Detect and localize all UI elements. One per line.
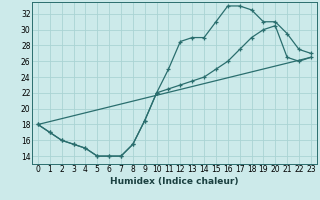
X-axis label: Humidex (Indice chaleur): Humidex (Indice chaleur)	[110, 177, 239, 186]
